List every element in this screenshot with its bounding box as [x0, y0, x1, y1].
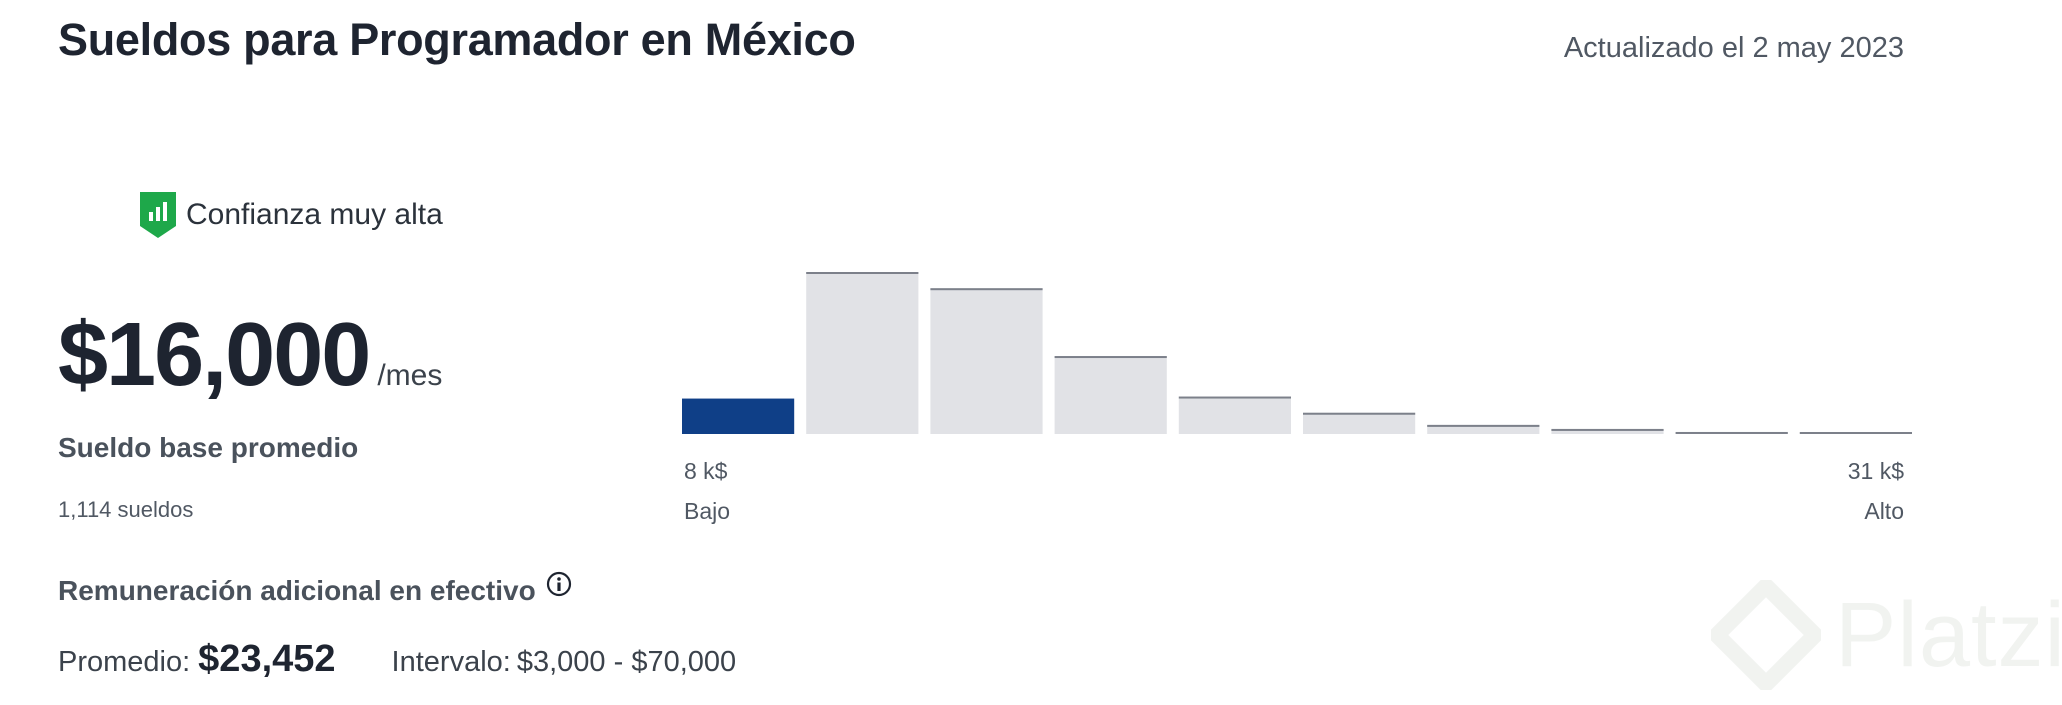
high-label: Alto: [1864, 498, 1904, 524]
histogram-bar-top-line: [1303, 412, 1416, 415]
confidence-label: Confianza muy alta: [186, 198, 443, 231]
histogram-bar-top-line: [1054, 356, 1167, 359]
histogram-bar: [806, 272, 919, 434]
histogram-bar-top-line: [1178, 396, 1291, 399]
histogram-bar: [1178, 396, 1291, 434]
page-title: Sueldos para Programador en México: [58, 14, 856, 65]
updated-date: Actualizado el 2 may 2023: [1563, 32, 1904, 64]
base-salary-label: Sueldo base promedio: [58, 432, 359, 463]
platzi-logo-icon: [1711, 580, 1822, 690]
confidence-shield-icon: [140, 192, 176, 238]
histogram-bar: [1303, 412, 1416, 434]
average-value: $23,452: [198, 638, 336, 680]
additional-pay-heading: Remuneración adicional en efectivo: [58, 571, 572, 607]
histogram-bar-top-line: [1675, 431, 1788, 434]
confidence-badge: Confianza muy alta: [138, 190, 443, 240]
additional-pay-stats: Promedio: $23,452 Intervalo: $3,000 - $7…: [58, 638, 736, 681]
histogram-bar-top-line: [1799, 432, 1912, 434]
range-value: $3,000 - $70,000: [516, 646, 737, 678]
histogram-bar-top-line: [1427, 424, 1540, 427]
salary-distribution-chart: [682, 272, 1912, 434]
additional-pay-title: Remuneración adicional en efectivo: [58, 575, 536, 606]
histogram-bar: [930, 288, 1043, 434]
histogram-bar-highlighted: [682, 398, 795, 434]
salary-count: 1,114 sueldos: [58, 497, 194, 522]
salary-period: /mes: [377, 359, 443, 392]
info-icon[interactable]: [546, 571, 572, 597]
range-label: Intervalo:: [391, 646, 511, 678]
average-salary: $16,000 /mes: [58, 310, 442, 400]
histogram-bar-top-line: [806, 272, 919, 274]
histogram-bar: [1054, 356, 1167, 434]
watermark-text: Platzi: [1835, 583, 2062, 686]
histogram-bar-top-line: [1551, 428, 1664, 431]
platzi-watermark: Platzi: [1711, 580, 2062, 690]
salary-amount: $16,000: [58, 305, 371, 405]
low-label: Bajo: [684, 498, 731, 524]
histogram-bar: [1551, 428, 1664, 434]
x-end-label: 31 k$: [1847, 458, 1904, 484]
histogram-bar: [1427, 424, 1540, 434]
histogram-bar-top-line: [930, 288, 1043, 291]
average-label: Promedio:: [58, 646, 191, 678]
x-start-label: 8 k$: [684, 458, 728, 484]
